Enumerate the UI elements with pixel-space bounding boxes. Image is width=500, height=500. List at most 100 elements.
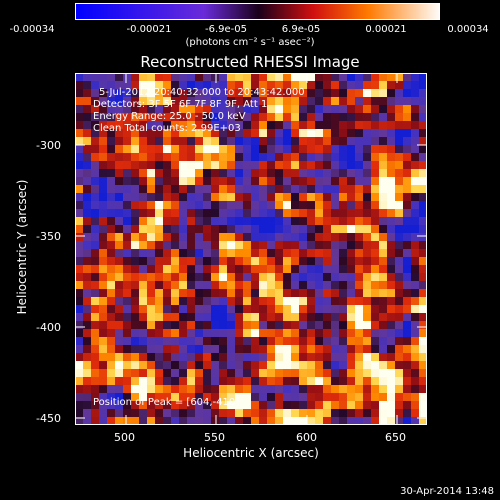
heatmap-cell	[411, 329, 419, 337]
heatmap-cell	[267, 97, 275, 105]
heatmap-cell	[227, 257, 235, 265]
heatmap-cell	[387, 337, 395, 345]
heatmap-cell	[299, 321, 307, 329]
heatmap-cell	[211, 121, 219, 129]
heatmap-cell	[227, 241, 235, 249]
heatmap-cell	[211, 393, 219, 401]
heatmap-cell	[139, 105, 147, 113]
heatmap-cell	[131, 369, 139, 377]
heatmap-cell	[307, 273, 315, 281]
heatmap-cell	[75, 169, 83, 177]
heatmap-cell	[267, 345, 275, 353]
heatmap-cell	[211, 129, 219, 137]
heatmap-cell	[299, 241, 307, 249]
heatmap-cell	[171, 89, 179, 97]
heatmap-cell	[387, 185, 395, 193]
heatmap-cell	[163, 177, 171, 185]
heatmap-cell	[187, 233, 195, 241]
heatmap-cell	[163, 401, 171, 409]
heatmap-cell	[363, 81, 371, 89]
heatmap-cell	[395, 209, 403, 217]
heatmap-cell	[315, 385, 323, 393]
heatmap-cell	[91, 137, 99, 145]
heatmap-cell	[91, 97, 99, 105]
heatmap-cell	[75, 217, 83, 225]
heatmap-cell	[307, 161, 315, 169]
heatmap-cell	[187, 401, 195, 409]
heatmap-cell	[211, 305, 219, 313]
heatmap-cell	[107, 377, 115, 385]
heatmap-cell	[235, 225, 243, 233]
heatmap-cell	[171, 265, 179, 273]
heatmap-cell	[267, 105, 275, 113]
heatmap-cell	[379, 345, 387, 353]
heatmap-cell	[147, 113, 155, 121]
heatmap-cell	[411, 225, 419, 233]
heatmap-cell	[315, 393, 323, 401]
heatmap-cell	[107, 161, 115, 169]
heatmap-cell	[363, 361, 371, 369]
heatmap-cell	[187, 241, 195, 249]
heatmap-cell	[291, 329, 299, 337]
heatmap-cell	[75, 137, 83, 145]
heatmap-cell	[75, 417, 83, 425]
heatmap-cell	[411, 209, 419, 217]
heatmap-cell	[259, 89, 267, 97]
heatmap-cell	[83, 369, 91, 377]
heatmap-cell	[419, 377, 427, 385]
heatmap-cell	[115, 137, 123, 145]
heatmap-cell	[99, 217, 107, 225]
heatmap-cell	[243, 369, 251, 377]
y-tick-label: -450	[36, 412, 61, 425]
heatmap-cell	[371, 289, 379, 297]
heatmap-cell	[355, 321, 363, 329]
heatmap-cell	[379, 169, 387, 177]
heatmap-cell	[131, 193, 139, 201]
heatmap-cell	[155, 161, 163, 169]
heatmap-cell	[331, 137, 339, 145]
heatmap-cell	[131, 217, 139, 225]
heatmap-cell	[83, 361, 91, 369]
heatmap-cell	[355, 417, 363, 425]
x-tick-label: 650	[385, 431, 406, 444]
heatmap-cell	[235, 281, 243, 289]
heatmap-cell	[235, 353, 243, 361]
heatmap-cell	[323, 161, 331, 169]
heatmap-cell	[411, 137, 419, 145]
heatmap-cell	[147, 393, 155, 401]
heatmap-cell	[203, 345, 211, 353]
heatmap-cell	[171, 289, 179, 297]
heatmap-cell	[179, 105, 187, 113]
annotation-energy-range: Energy Range: 25.0 - 50.0 keV	[93, 111, 246, 122]
heatmap-cell	[187, 417, 195, 425]
heatmap-cell	[195, 409, 203, 417]
heatmap-cell	[83, 177, 91, 185]
heatmap-cell	[211, 265, 219, 273]
heatmap-cell	[211, 113, 219, 121]
heatmap-cell	[291, 217, 299, 225]
heatmap-cell	[123, 401, 131, 409]
heatmap-cell	[163, 241, 171, 249]
heatmap-cell	[115, 177, 123, 185]
heatmap-cell	[251, 177, 259, 185]
heatmap-cell	[75, 185, 83, 193]
heatmap-cell	[115, 345, 123, 353]
heatmap-cell	[83, 297, 91, 305]
heatmap-cell	[251, 225, 259, 233]
heatmap-cell	[291, 353, 299, 361]
heatmap-cell	[131, 361, 139, 369]
heatmap-cell	[259, 377, 267, 385]
heatmap-cell	[411, 241, 419, 249]
heatmap-cell	[83, 289, 91, 297]
heatmap-cell	[139, 97, 147, 105]
heatmap-cell	[283, 361, 291, 369]
heatmap-cell	[283, 305, 291, 313]
heatmap-cell	[339, 105, 347, 113]
heatmap-cell	[299, 289, 307, 297]
heatmap-cell	[379, 289, 387, 297]
annotation-detectors: Detectors: 3F 5F 6F 7F 8F 9F, Att 1	[93, 99, 268, 110]
heatmap-cell	[371, 233, 379, 241]
heatmap-cell	[275, 257, 283, 265]
heatmap-cell	[323, 129, 331, 137]
heatmap-cell	[339, 353, 347, 361]
